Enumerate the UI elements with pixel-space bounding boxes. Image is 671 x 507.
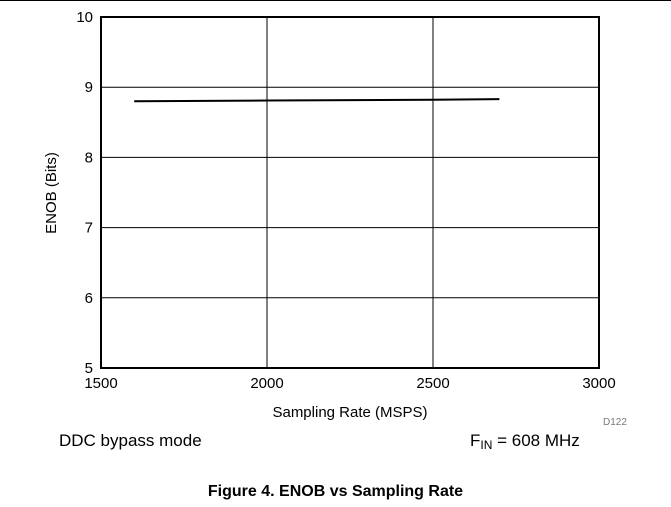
condition-right: FIN = 608 MHz [470, 431, 580, 452]
y-tick-label-2: 7 [85, 220, 93, 237]
x-tick-label-2: 2500 [416, 375, 449, 392]
x-tick-labels: 1500 2000 2500 3000 [84, 375, 615, 392]
x-axis-label: Sampling Rate (MSPS) [272, 404, 427, 421]
condition-right-sub: IN [480, 438, 493, 452]
series-group [134, 98, 500, 103]
y-axis-label: ENOB (Bits) [43, 152, 60, 234]
figure-caption: Figure 4. ENOB vs Sampling Rate [207, 483, 464, 500]
y-tick-label-3: 8 [85, 149, 93, 166]
y-tick-label-4: 9 [85, 79, 93, 96]
condition-right-suffix: = 608 MHz [492, 431, 580, 450]
figure-code: D122 [603, 417, 627, 428]
plot-frame [100, 16, 600, 369]
condition-left: DDC bypass mode [59, 431, 202, 450]
y-tick-label-1: 6 [85, 290, 93, 307]
y-tick-labels: 5 6 7 8 9 10 [76, 9, 93, 377]
enob-chart: 1500 2000 2500 3000 5 6 7 8 9 10 Sampling Rate (… [43, 9, 616, 421]
x-tick-label-0: 1500 [84, 375, 117, 392]
series-line-0 [134, 98, 500, 103]
condition-right-prefix: F [470, 431, 481, 450]
y-tick-label-5: 10 [76, 9, 93, 26]
x-tick-label-1: 2000 [250, 375, 283, 392]
grid-lines [101, 17, 599, 368]
top-rule [0, 0, 671, 1]
y-tick-label-0: 5 [85, 360, 93, 377]
x-tick-label-3: 3000 [582, 375, 615, 392]
